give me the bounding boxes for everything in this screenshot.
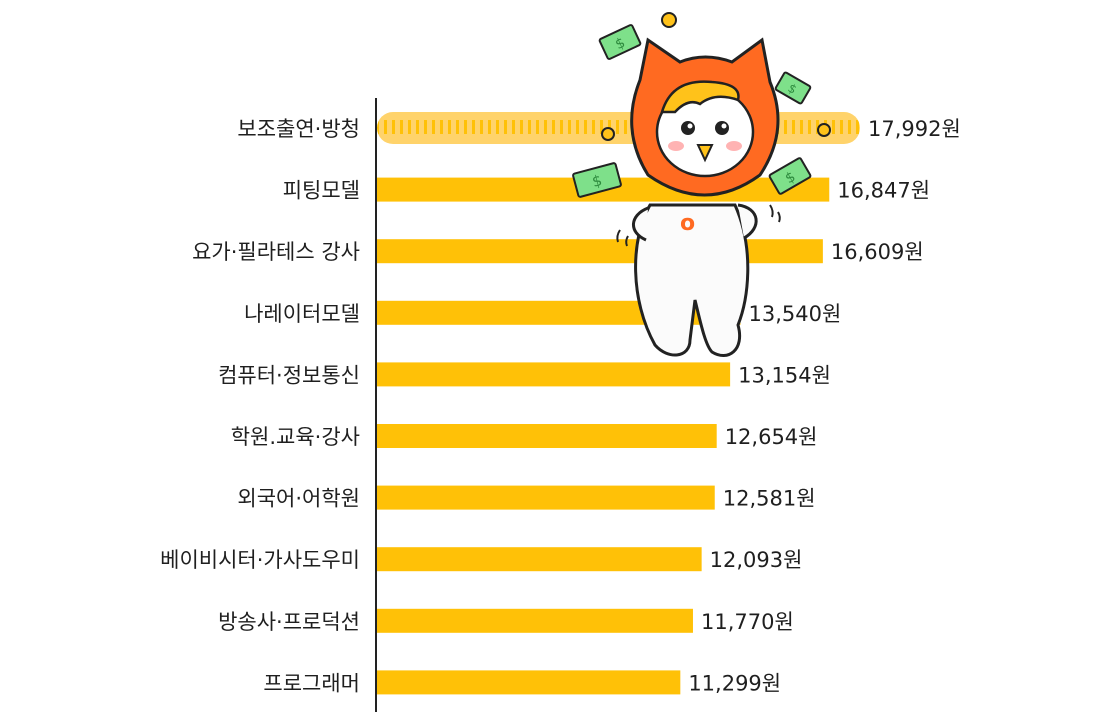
value-label: 11,770원 (701, 610, 794, 634)
category-label: 방송사·프로덕션 (218, 610, 360, 634)
value-label: 16,609원 (831, 240, 924, 264)
svg-text:$: $ (590, 171, 604, 191)
bar (377, 670, 681, 695)
money-bill-icon: $ (598, 24, 642, 60)
category-label: 보조출연·방청 (237, 117, 360, 141)
highlighted-bar (377, 112, 860, 144)
category-label: 학원.교육·강사 (231, 425, 360, 449)
category-label: 외국어·어학원 (237, 487, 360, 511)
category-label: 프로그래머 (263, 671, 360, 695)
value-label: 12,654원 (725, 425, 818, 449)
money-bill-icon: $ (572, 162, 622, 198)
mascot-character: o (616, 37, 781, 357)
value-label: 17,992원 (868, 117, 961, 141)
value-label: 13,540원 (748, 302, 841, 326)
value-label: 12,581원 (723, 487, 816, 511)
category-label: 피팅모델 (283, 179, 360, 203)
category-label: 컴퓨터·정보통신 (218, 363, 360, 387)
category-label: 베이비시터·가사도우미 (160, 548, 360, 572)
svg-text:o: o (680, 211, 695, 236)
money-bill-icon: $ (768, 157, 812, 195)
coin-icon (817, 123, 831, 137)
bar (377, 547, 702, 572)
value-label: 12,093원 (710, 548, 803, 572)
category-label: 나레이터모델 (244, 302, 360, 326)
value-label: 13,154원 (738, 363, 831, 387)
bar (377, 424, 717, 448)
money-bill-icon: $ (774, 71, 812, 105)
coin-icon (601, 127, 615, 141)
coin-icon (661, 12, 677, 28)
bar (377, 362, 731, 387)
bar (377, 608, 693, 633)
category-label: 요가·필라테스 강사 (192, 240, 360, 264)
bar (377, 485, 715, 510)
bar (377, 239, 823, 264)
value-label: 16,847원 (837, 179, 930, 203)
value-label: 11,299원 (688, 671, 781, 695)
